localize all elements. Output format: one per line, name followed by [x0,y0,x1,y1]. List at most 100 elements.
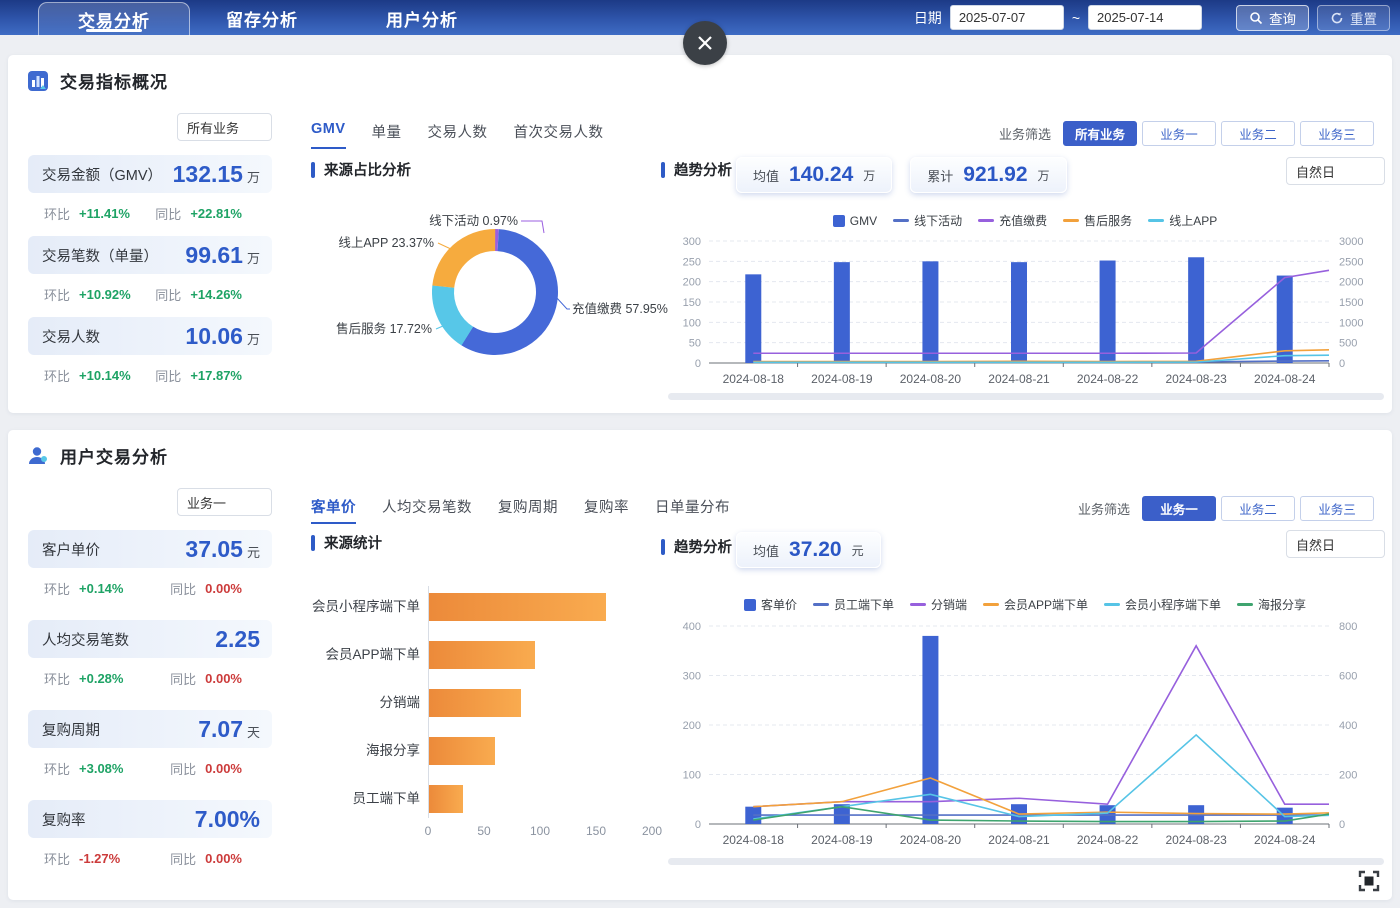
legend-item[interactable]: 员工端下单 [812,596,894,613]
metric-tab-1[interactable]: 客单价 [311,496,356,524]
legend-label: 线上APP [1169,214,1218,228]
legend-item[interactable]: GMV [832,212,878,229]
metric-tab-4[interactable]: 复购率 [584,500,629,516]
close-button[interactable] [683,21,727,65]
period-select[interactable]: 自然日 [1286,157,1385,185]
svg-text:50: 50 [689,338,701,350]
kpi-value-bar: 交易人数 10.06 万 [28,317,272,355]
yoy-value: +14.26% [190,287,242,302]
svg-text:0: 0 [1339,819,1345,831]
business-select[interactable]: 业务一 [177,488,272,516]
legend-item[interactable]: 会员APP端下单 [983,596,1088,613]
legend-item[interactable]: 分销端 [909,596,967,613]
svg-text:2024-08-22: 2024-08-22 [1077,372,1139,386]
kpi-unit: 天 [246,724,260,740]
date-to-input[interactable] [1088,5,1202,30]
fullscreen-button[interactable] [1354,866,1384,896]
legend-label: 会员小程序端下单 [1125,598,1222,612]
legend-label: 海报分享 [1258,598,1307,612]
business-filter-button[interactable]: 业务二 [1221,121,1295,146]
refresh-icon [1331,12,1343,23]
bar-chart-icon [28,70,48,91]
legend-item[interactable]: 线上APP [1148,212,1217,229]
mom-value: +3.08% [79,761,124,776]
yoy-value: +17.87% [190,368,242,383]
yoy-value: 0.00% [205,761,242,776]
legend-item[interactable]: 客单价 [743,596,797,613]
hbar-axis-tick: 100 [529,824,551,838]
hbar-bar [429,689,521,717]
search-icon [1250,11,1263,24]
hbar-axis-line [428,586,429,818]
legend-item[interactable]: 充值缴费 [978,212,1047,229]
legend-label: GMV [849,213,878,228]
business-filter-button[interactable]: 业务三 [1300,121,1374,146]
kpi-list: 客户单价 37.05 元环比 +0.14% 同比 0.00% 人均交易笔数 2.25 环比 +0.… [28,530,272,890]
metric-tabs: GMV 单量 交易人数 首次交易人数 [311,121,604,149]
kpi-value: 7.00% [194,805,260,832]
donut-label: 线上APP 23.37% [338,236,434,250]
source-stats-hbar-chart: 会员小程序端下单 会员APP端下单 分销端 海报分享 员工端下单 0 50 100 150 200 [308,558,678,858]
mom-value: -1.27% [79,851,121,866]
svg-text:2024-08-20: 2024-08-20 [900,833,962,847]
kpi-compare-row: 环比 +10.92% 同比 +14.26% [28,285,272,304]
business-filter-button[interactable]: 业务二 [1221,496,1295,521]
business-select[interactable]: 所有业务 [177,113,272,141]
kpi-value: 37.05 元 [185,535,260,562]
chart-scrollbar[interactable] [668,858,1384,865]
business-filter-button[interactable]: 业务一 [1142,496,1216,521]
legend-label: 线下活动 [914,214,963,228]
yoy-label: 同比 [170,672,197,687]
metric-tab-1[interactable]: GMV [311,121,346,149]
nav-tab-label: 用户分析 [386,11,458,30]
metric-tab-3[interactable]: 复购周期 [498,500,558,516]
kpi-list: 交易金额（GMV） 132.15 万环比 +11.41% 同比 +22.81% 交易笔数（单… [28,155,272,398]
section-title: 用户交易分析 [60,448,168,467]
business-filter-button[interactable]: 所有业务 [1063,121,1137,146]
legend-item[interactable]: 会员小程序端下单 [1104,596,1221,613]
yoy-label: 同比 [170,852,197,867]
legend-bar-marker [832,214,845,227]
kpi-unit: 万 [246,331,260,347]
metric-tab-5[interactable]: 日单量分布 [655,500,730,516]
legend-item[interactable]: 线下活动 [893,212,962,229]
kpi-label: 复购率 [42,812,86,829]
business-filter-button[interactable]: 业务一 [1142,121,1216,146]
nav-tab-user-analysis[interactable]: 用户分析 [352,2,492,35]
mom-label: 环比 [44,288,71,303]
gmv-trend-chart: 0 0 50 500 100 1000 150 1500 200 2000 250 2500 300 30… [668,236,1384,400]
nav-tab-retention-analysis[interactable]: 留存分析 [192,2,332,35]
kpi-compare-row: 环比 +0.28% 同比 0.00% [28,669,272,688]
filter-label: 业务筛选 [1077,502,1130,517]
hbar-axis-tick: 0 [424,824,432,838]
metric-tab-3[interactable]: 交易人数 [427,125,488,141]
metric-tab-4[interactable]: 首次交易人数 [513,125,604,141]
hbar-category-label: 会员APP端下单 [325,647,420,662]
nav-tab-transaction-analysis[interactable]: 交易分析 [38,2,190,36]
business-filter-button[interactable]: 业务三 [1300,496,1374,521]
period-select[interactable]: 自然日 [1286,530,1385,558]
query-button[interactable]: 查询 [1236,4,1309,31]
legend-item[interactable]: 海报分享 [1237,596,1306,613]
metric-tab-2[interactable]: 单量 [371,125,402,141]
chart-scrollbar[interactable] [668,393,1384,400]
reset-button[interactable]: 重置 [1317,4,1390,31]
mom-label: 环比 [44,369,71,384]
section-title: 交易指标概况 [60,73,168,92]
svg-text:100: 100 [683,770,701,782]
mom-label: 环比 [44,207,71,222]
legend-item[interactable]: 售后服务 [1063,212,1132,229]
business-filter-group: 业务筛选 业务一 业务二 业务三 [1078,496,1374,521]
mom-label: 环比 [44,582,71,597]
kpi-compare-row: 环比 +10.14% 同比 +17.87% [28,366,272,385]
metric-tab-2[interactable]: 人均交易笔数 [382,500,472,516]
filter-label: 业务筛选 [998,127,1051,142]
kpi-card: 交易人数 10.06 万环比 +10.14% 同比 +17.87% [28,317,272,385]
trend-section-title: 趋势分析 [661,536,732,557]
svg-text:200: 200 [683,720,701,732]
kpi-card: 复购周期 7.07 天环比 +3.08% 同比 0.00% [28,710,272,778]
svg-text:800: 800 [1339,621,1357,633]
date-from-input[interactable] [949,5,1064,30]
average-stat-badge: 均值 37.20 元 [736,532,881,568]
legend-line-marker [978,219,995,222]
